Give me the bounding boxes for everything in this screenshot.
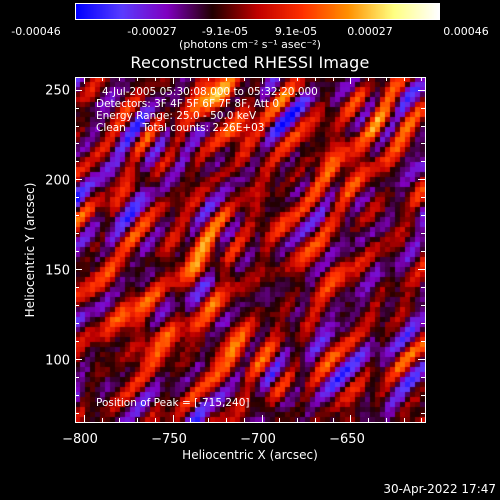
- annotation-energy: Energy Range: 25.0 - 50.0 keV: [96, 110, 257, 122]
- y-tick-label: 100: [45, 353, 70, 369]
- annotation-time: 4-Jul-2005 05:30:08.000 to 05:32:20.000: [102, 86, 318, 98]
- annotation-detectors: Detectors: 3F 4F 5F 6F 7F 8F, Att 0: [96, 98, 280, 110]
- colorbar: [75, 3, 440, 20]
- colorbar-tick-label: 0.00027: [347, 25, 393, 38]
- y-axis-label: Heliocentric Y (arcsec): [23, 182, 37, 318]
- annotation-method: Clean Total counts: 2.26E+03: [96, 122, 265, 134]
- colorbar-unit: (photons cm⁻² s⁻¹ asec⁻²): [179, 38, 321, 51]
- y-tick-label: 150: [45, 263, 70, 279]
- x-tick-label: −650: [329, 432, 365, 447]
- colorbar-tick-label: 0.00046: [443, 25, 489, 38]
- y-tick-label: 200: [45, 173, 70, 189]
- colorbar-tick-label: -9.1e-05: [201, 25, 249, 38]
- annotation-peak: Position of Peak = [-715,240]: [96, 397, 250, 409]
- x-tick-label: −800: [62, 432, 98, 447]
- colorbar-tick-label: -0.00027: [127, 25, 177, 38]
- colorbar-tick-label: -0.00046: [11, 25, 61, 38]
- x-axis-label: Heliocentric X (arcsec): [182, 448, 318, 462]
- x-tick-label: −700: [240, 432, 276, 447]
- plot-timestamp: 30-Apr-2022 17:47: [383, 482, 496, 496]
- colorbar-tick-label: 9.1e-05: [274, 25, 318, 38]
- chart-title: Reconstructed RHESSI Image: [130, 53, 370, 72]
- y-tick-label: 250: [45, 83, 70, 99]
- x-tick-label: −750: [151, 432, 187, 447]
